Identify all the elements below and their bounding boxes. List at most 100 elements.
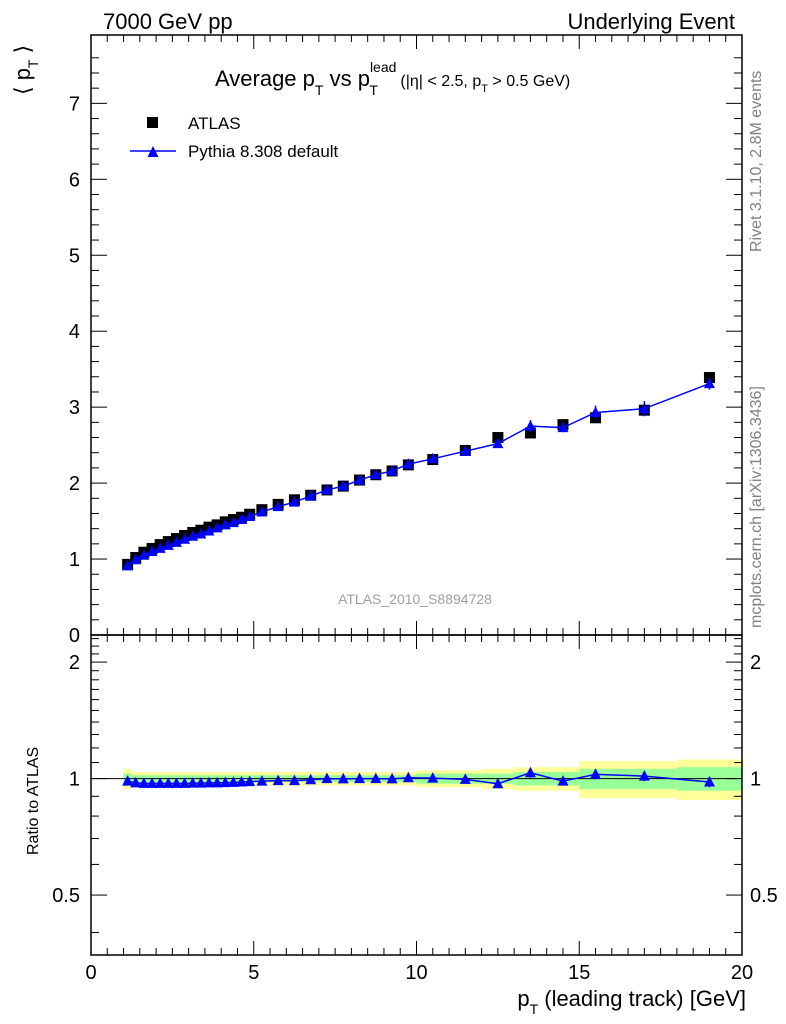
pythia-point <box>321 483 333 495</box>
legend-pythia-marker <box>147 146 159 157</box>
x-tick-label: 20 <box>731 962 753 984</box>
legend: ATLAS Pythia 8.308 default <box>130 114 339 161</box>
main-plot-marks <box>122 372 715 571</box>
pythia-point <box>236 513 248 525</box>
pythia-point <box>179 533 191 544</box>
atlas-point <box>524 427 536 439</box>
ratio-point <box>219 776 231 788</box>
header-left: 7000 GeV pp <box>103 9 233 34</box>
y-tick-label: 3 <box>69 397 80 419</box>
pythia-point <box>354 474 366 485</box>
pythia-point <box>590 406 602 417</box>
pythia-point <box>154 542 166 553</box>
atlas-point <box>492 432 504 444</box>
ratio-y-tick-label: 0.5 <box>52 885 80 907</box>
pythia-point <box>337 480 349 491</box>
ratio-point <box>492 777 504 789</box>
ratio-point <box>170 777 182 788</box>
ratio-point <box>337 772 349 784</box>
main-ylabel: ⟨ pT ⟩ <box>10 45 41 95</box>
pythia-point <box>122 559 134 571</box>
pythia-point <box>402 458 414 469</box>
ratio-point <box>459 773 471 784</box>
ratio-ylabel: Ratio to ATLAS <box>25 747 42 855</box>
ratio-point <box>288 774 300 786</box>
pythia-point <box>427 452 439 464</box>
ratio-point <box>305 773 317 785</box>
x-tick-label: 10 <box>405 962 427 984</box>
pythia-point <box>386 464 398 476</box>
pythia-point <box>227 516 239 528</box>
ratio-y-tick-label-right: 0.5 <box>750 885 778 907</box>
x-tick-label: 0 <box>85 962 96 984</box>
pythia-line <box>127 382 710 567</box>
ratio-point <box>138 777 150 788</box>
pythia-point <box>138 549 150 560</box>
ratio-point <box>256 775 268 786</box>
pythia-point <box>524 420 536 431</box>
x-tick-label: 15 <box>568 962 590 984</box>
ratio-y-tick-label: 1 <box>69 769 80 791</box>
ratio-point <box>402 771 414 783</box>
pythia-point <box>244 510 256 522</box>
legend-atlas-label: ATLAS <box>188 114 241 133</box>
ratio-point <box>154 777 166 788</box>
ratio-point <box>130 776 142 788</box>
ratio-point <box>195 777 207 788</box>
y-tick-label: 6 <box>69 169 80 191</box>
ratio-point <box>122 775 134 786</box>
ratio-point <box>703 775 715 787</box>
pythia-point <box>638 402 650 414</box>
pythia-point <box>187 530 199 541</box>
pythia-point <box>195 527 207 539</box>
ratio-point <box>321 772 333 784</box>
pythia-point <box>146 545 158 556</box>
legend-pythia-label: Pythia 8.308 default <box>188 142 339 161</box>
ratio-point <box>244 775 256 787</box>
ratio-point <box>211 776 223 788</box>
pythia-point <box>219 518 231 530</box>
y-tick-label: 7 <box>69 93 80 115</box>
ratio-point <box>227 776 239 787</box>
x-axis-label: pT (leading track) [GeV] <box>517 986 746 1017</box>
ratio-point <box>236 775 248 787</box>
pythia-point <box>256 505 268 517</box>
ratio-y-tick-label-right: 1 <box>750 769 761 791</box>
pythia-point <box>170 536 182 547</box>
ratio-point <box>427 772 439 783</box>
ratio-point <box>146 777 158 788</box>
analysis-id: ATLAS_2010_S8894728 <box>338 591 492 607</box>
y-tick-label: 2 <box>69 473 80 495</box>
ratio-point <box>557 775 569 786</box>
ratio-point <box>590 768 602 779</box>
pythia-point <box>203 524 215 536</box>
ratio-point <box>386 772 398 784</box>
ratio-point <box>638 770 650 781</box>
y-tick-label: 0 <box>69 625 80 647</box>
pythia-point <box>557 421 569 433</box>
ratio-plot-marks <box>91 766 742 789</box>
ratio-line <box>127 772 710 785</box>
pythia-point <box>162 539 174 550</box>
x-tick-label: 5 <box>248 962 259 984</box>
ratio-y-tick-label-right: 2 <box>750 652 761 674</box>
ratio-point <box>187 777 199 788</box>
axes: 0 5 10 15 20 0 1 2 3 4 5 6 7 0.5 0.5 1 1 2 2 <box>52 34 778 984</box>
pythia-point <box>492 437 504 449</box>
mcplots-label: mcplots.cern.ch [arXiv:1306.3436] <box>748 386 765 628</box>
rivet-label: Rivet 3.1.10, 2.8M events <box>748 71 765 252</box>
y-tick-label: 5 <box>69 245 80 267</box>
pythia-point <box>370 468 382 480</box>
ratio-point <box>162 777 174 788</box>
pythia-point <box>130 553 142 565</box>
ratio-point <box>370 772 382 784</box>
ratio-point <box>272 774 284 786</box>
ratio-y-tick-label: 2 <box>69 652 80 674</box>
legend-atlas-marker <box>147 117 158 128</box>
pythia-point <box>459 445 471 456</box>
main-title: Average pT vs plead T (|η| < 2.5, pT > 0.… <box>215 59 570 98</box>
y-tick-label: 1 <box>69 549 80 571</box>
pythia-point <box>272 500 284 512</box>
pythia-point <box>703 377 715 389</box>
